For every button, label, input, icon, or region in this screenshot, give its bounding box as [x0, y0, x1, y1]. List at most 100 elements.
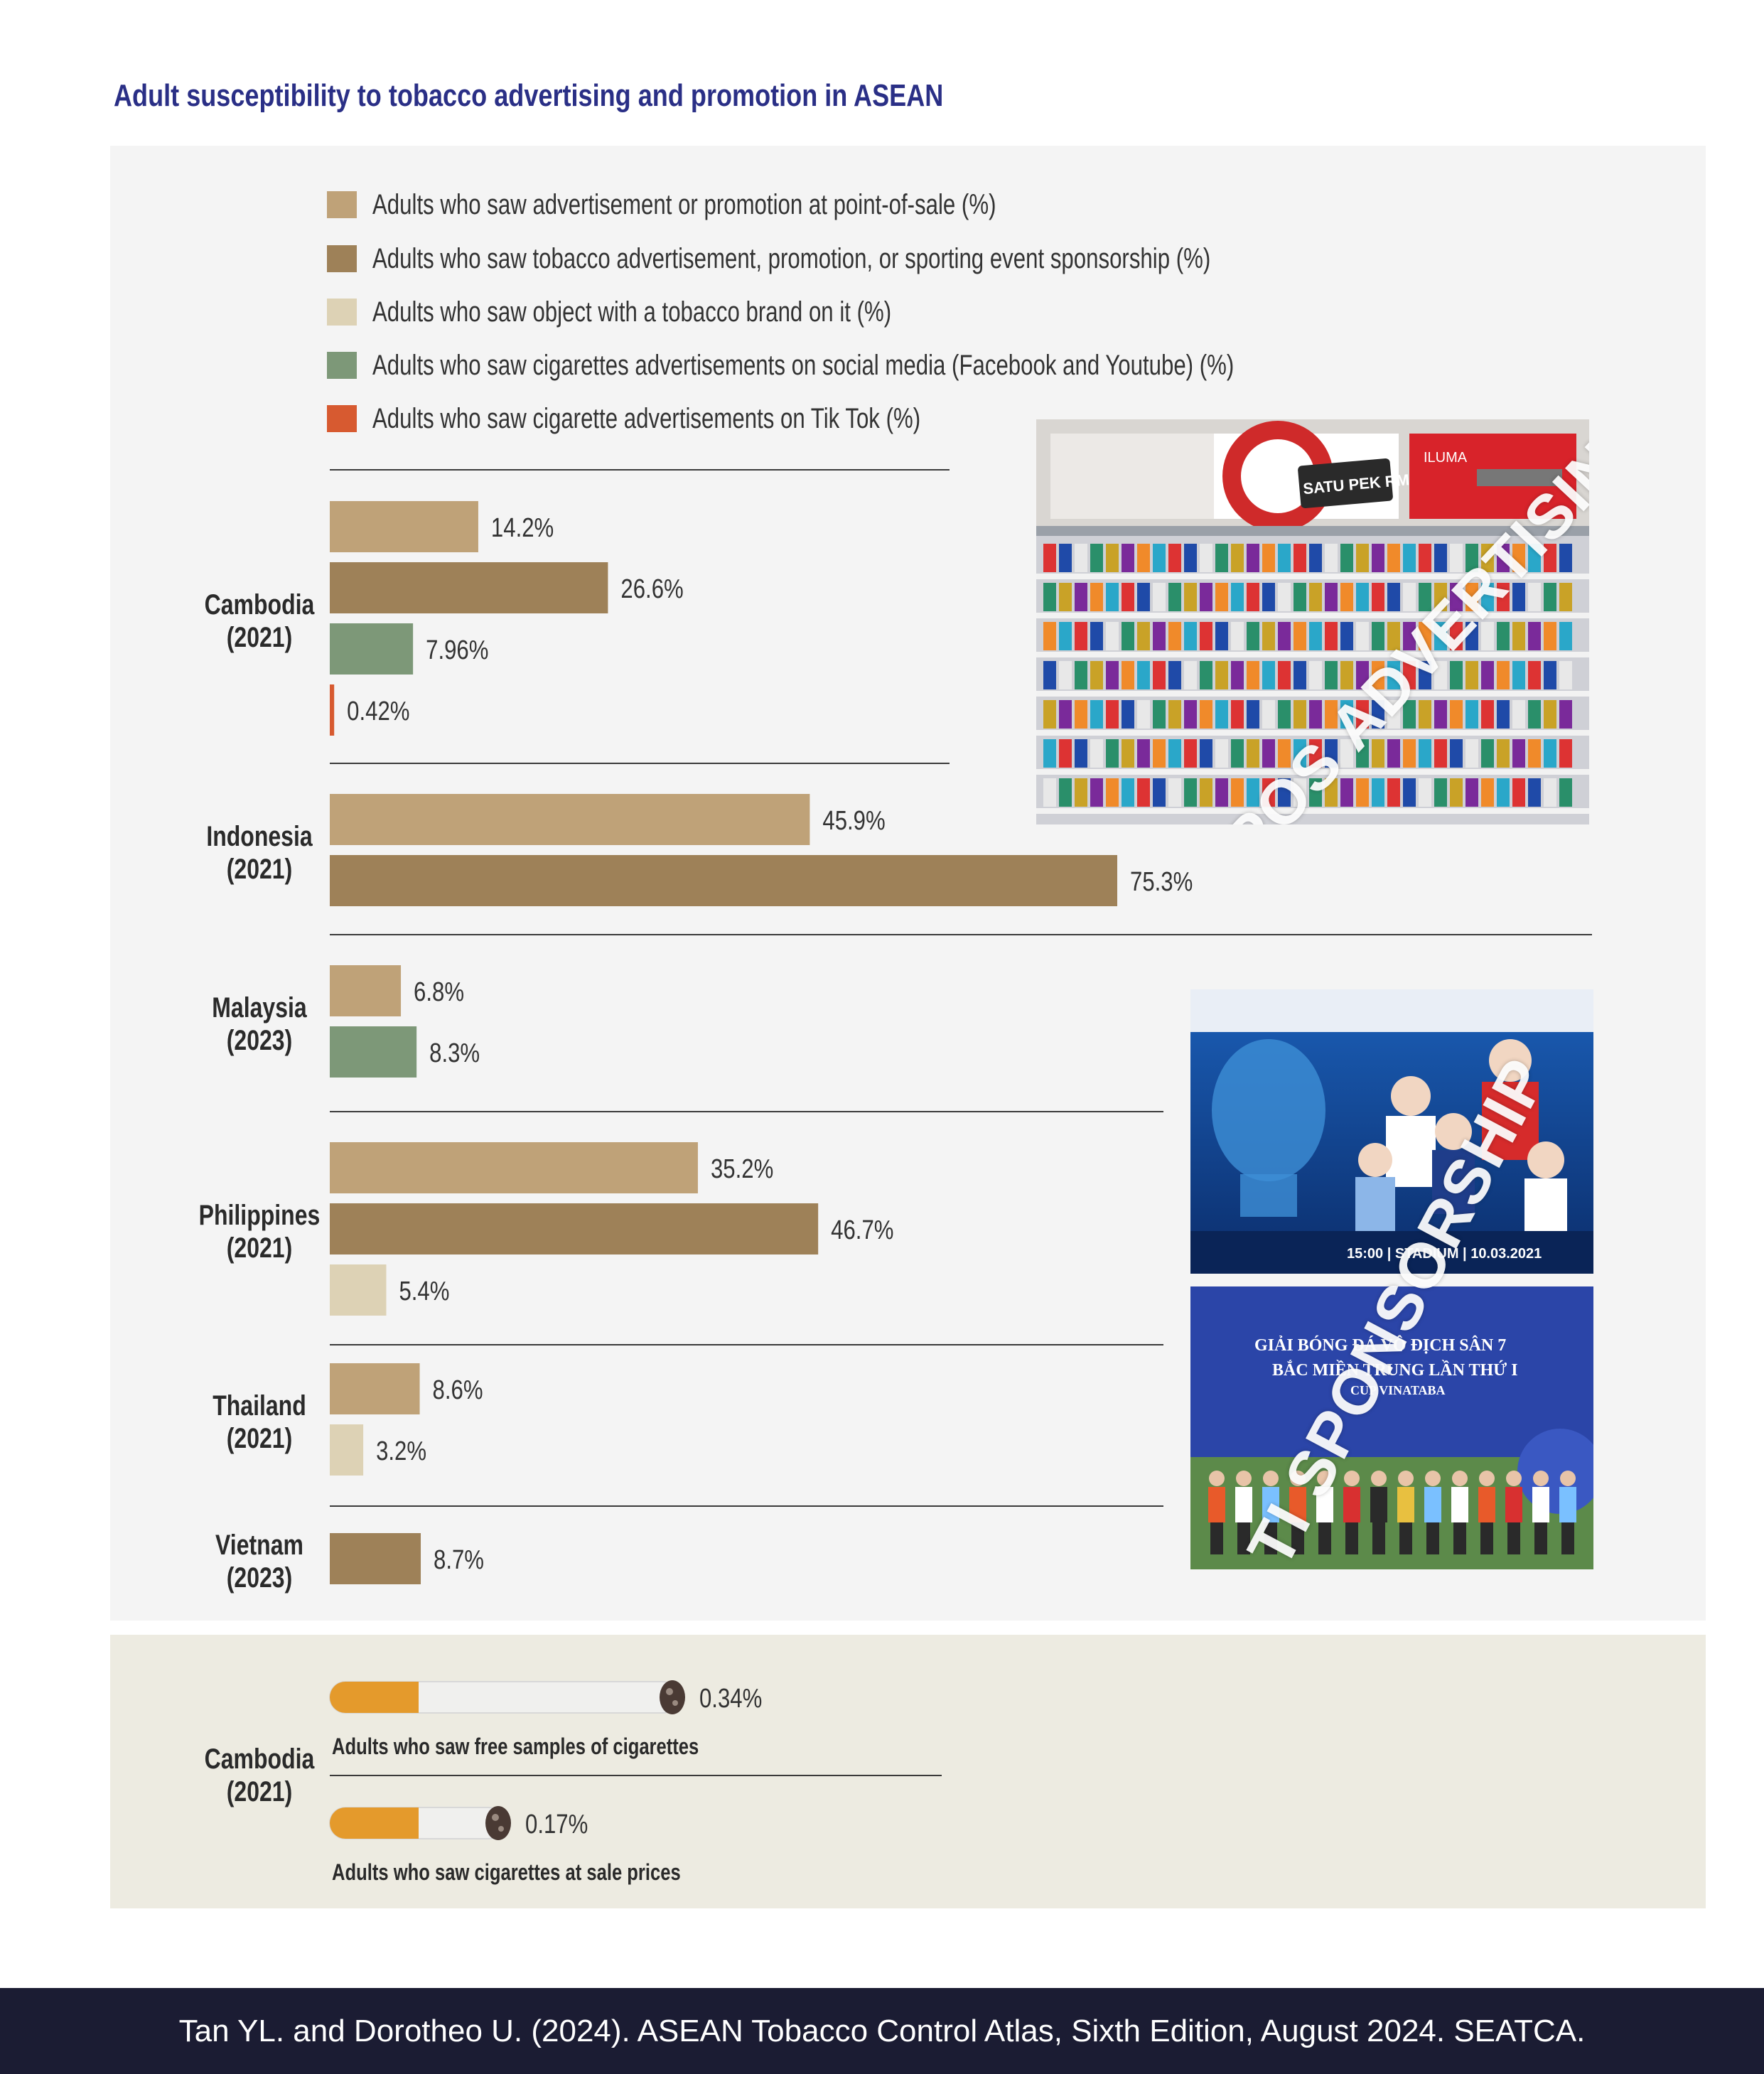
cigarette-filter: [330, 1807, 419, 1839]
cigarette-pack: [1512, 700, 1525, 729]
bar-pos: [330, 1363, 420, 1414]
cigarette-pack: [1122, 700, 1134, 729]
cigarette-pack: [1481, 700, 1494, 729]
cigarette-pack: [1278, 544, 1291, 572]
bar-value-label: 45.9%: [822, 806, 885, 836]
cigarette-pack: [1137, 739, 1150, 768]
cigarette-pack: [1215, 700, 1228, 729]
cigarette-pack: [1372, 739, 1384, 768]
bar-ads: [330, 562, 608, 613]
cigarette-pack: [1559, 583, 1572, 611]
cigarette-ash: [660, 1680, 685, 1714]
cigarette-pack: [1168, 544, 1181, 572]
year-label: (2021): [227, 1422, 293, 1454]
cigarette-pack: [1215, 622, 1228, 650]
cigarette-pack: [1153, 778, 1166, 807]
bar-value-label: 7.96%: [426, 635, 488, 665]
sponsorship-poster-photo: 15:00 | STADIUM | 10.03.2021: [1190, 989, 1593, 1274]
cigarette-value-label: 0.34%: [699, 1684, 762, 1714]
chart-title: Adult susceptibility to tobacco advertis…: [114, 78, 944, 113]
cigarette-pack: [1497, 778, 1510, 807]
cigarette-pack: [1434, 661, 1447, 689]
cigarette-pack: [1137, 778, 1150, 807]
cigarette-pack: [1247, 622, 1259, 650]
legend-item: Adults who saw cigarettes advertisements…: [327, 350, 1477, 381]
cigarette-pack: [1215, 661, 1228, 689]
cigarette-pack: [1262, 583, 1275, 611]
cigarette-caption: Adults who saw cigarettes at sale prices: [332, 1860, 681, 1885]
cigarette-pack: [1528, 622, 1541, 650]
cigarette-pack: [1403, 700, 1416, 729]
cigarette-pack: [1434, 583, 1447, 611]
cigarette-pack: [1403, 661, 1416, 689]
cigarette-pack: [1043, 739, 1056, 768]
bar-value-label: 0.42%: [347, 697, 409, 726]
legend-swatch: [327, 191, 357, 218]
legend-label: Adults who saw object with a tobacco bra…: [372, 296, 892, 328]
bar-value-label: 14.2%: [491, 513, 554, 543]
cigarette-pack: [1481, 583, 1494, 611]
player-legs: [1264, 1522, 1277, 1554]
player-head: [1479, 1471, 1495, 1486]
player-legs: [1237, 1522, 1250, 1554]
cigarette-pack: [1340, 700, 1353, 729]
cigarette-filter: [397, 1682, 419, 1713]
player-body: [1532, 1487, 1549, 1522]
cigarette-pack: [1434, 544, 1447, 572]
cigarette-pack: [1262, 778, 1275, 807]
player-head: [1425, 1471, 1441, 1486]
player-body: [1397, 1487, 1414, 1522]
player-body: [1316, 1487, 1333, 1522]
cigarette-pack: [1481, 544, 1494, 572]
cigarette-pack: [1231, 739, 1244, 768]
bar-pos: [330, 501, 478, 552]
cigarette-pack: [1278, 778, 1291, 807]
cigarette-pack: [1372, 583, 1384, 611]
cigarette-pack: [1356, 544, 1369, 572]
cigarette-pack: [1372, 622, 1384, 650]
player-legs: [1561, 1522, 1574, 1554]
cigarette-pack: [1340, 583, 1353, 611]
cigarette-pack: [1153, 583, 1166, 611]
cigarette-pack: [1387, 778, 1400, 807]
cigarette-pack: [1559, 739, 1572, 768]
cigarette-pack: [1544, 700, 1556, 729]
bar-social: [330, 1026, 417, 1078]
legend-label: Adults who saw tobacco advertisement, pr…: [372, 242, 1211, 274]
cigarette-pack: [1200, 700, 1212, 729]
cigarette-pack: [1200, 739, 1212, 768]
cigarette-pack: [1528, 700, 1541, 729]
player-head: [1506, 1471, 1522, 1486]
cigarette-pack: [1075, 544, 1087, 572]
bar-ads: [330, 855, 1117, 906]
country-label: Vietnam: [215, 1529, 303, 1561]
cigarette-pack: [1090, 544, 1103, 572]
cigarette-pack: [1465, 544, 1478, 572]
cigarette-pack: [1231, 700, 1244, 729]
cigarette-pack: [1356, 739, 1369, 768]
player-body: [1505, 1487, 1522, 1522]
cigarette-pack: [1559, 622, 1572, 650]
cigarette-pack: [1200, 583, 1212, 611]
player-legs: [1453, 1522, 1466, 1554]
cigarette-pack: [1528, 739, 1541, 768]
promotion-panel: [110, 1635, 1706, 1908]
bar-social: [330, 623, 414, 675]
cigarette-pack: [1559, 778, 1572, 807]
cigarette-pack: [1247, 544, 1259, 572]
bar-value-label: 3.2%: [376, 1436, 426, 1466]
cigarette-pack: [1419, 622, 1431, 650]
cigarette-pack: [1294, 622, 1306, 650]
player-head: [1398, 1471, 1414, 1486]
legend-swatch: [327, 352, 357, 379]
cigarette-pack: [1512, 583, 1525, 611]
cigarette-pack: [1090, 661, 1103, 689]
legend-item: Adults who saw cigarette advertisements …: [327, 403, 1075, 434]
cigarette-pack: [1294, 700, 1306, 729]
cigarette-pack: [1340, 622, 1353, 650]
cigarette-pack: [1168, 700, 1181, 729]
cigarette-pack: [1153, 661, 1166, 689]
player-body: [1289, 1487, 1306, 1522]
cigarette-pack: [1231, 661, 1244, 689]
cigarette-pack: [1247, 700, 1259, 729]
